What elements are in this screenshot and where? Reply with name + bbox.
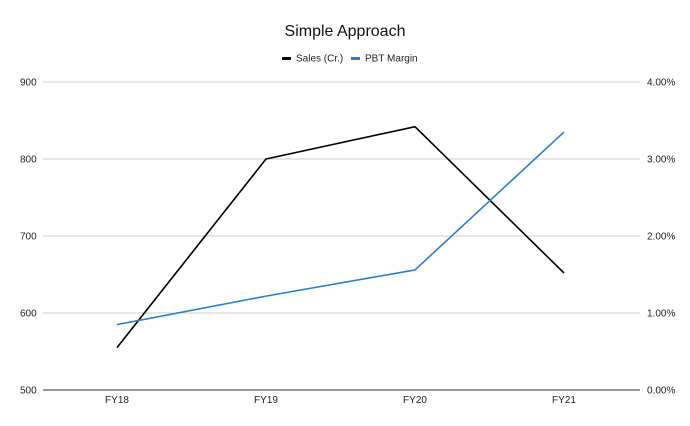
y-right-tick-label: 3.00% xyxy=(647,155,675,166)
x-tick-label: FY19 xyxy=(254,395,278,406)
legend-label: Sales (Cr.) xyxy=(296,54,343,65)
gridlines xyxy=(43,81,640,391)
y-right-tick-label: 0.00% xyxy=(647,386,675,397)
series-lines xyxy=(116,125,565,349)
x-axis: FY18 FY19 FY20 FY21 xyxy=(105,395,576,406)
y-left-tick-label: 600 xyxy=(20,309,37,320)
y-left-tick-label: 500 xyxy=(20,386,37,397)
series-line-1 xyxy=(116,125,565,349)
y-axis-left: 500 600 700 800 900 xyxy=(20,78,37,397)
series-line-2 xyxy=(116,131,565,326)
legend-swatch xyxy=(351,57,360,60)
y-right-tick-label: 2.00% xyxy=(647,232,675,243)
x-tick-label: FY20 xyxy=(403,395,427,406)
chart-title: Simple Approach xyxy=(285,23,406,40)
y-axis-right: 0.00% 1.00% 2.00% 3.00% 4.00% xyxy=(647,78,675,397)
y-left-tick-label: 800 xyxy=(20,155,37,166)
x-tick-label: FY18 xyxy=(105,395,129,406)
x-tick-label: FY21 xyxy=(552,395,576,406)
y-left-tick-label: 700 xyxy=(20,232,37,243)
y-left-tick-label: 900 xyxy=(20,78,37,89)
legend-label: PBT Margin xyxy=(365,54,418,65)
legend: Sales (Cr.) PBT Margin xyxy=(282,54,418,65)
y-right-tick-label: 4.00% xyxy=(647,78,675,89)
legend-swatch xyxy=(282,57,291,60)
y-right-tick-label: 1.00% xyxy=(647,309,675,320)
